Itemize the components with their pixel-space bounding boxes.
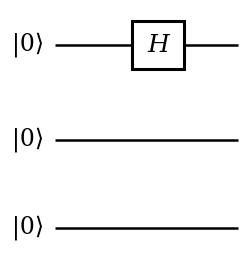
Text: |0⟩: |0⟩ <box>12 216 44 240</box>
Bar <box>132 21 184 69</box>
Text: |0⟩: |0⟩ <box>12 33 44 57</box>
Text: H: H <box>147 33 169 56</box>
Text: |0⟩: |0⟩ <box>12 128 44 152</box>
